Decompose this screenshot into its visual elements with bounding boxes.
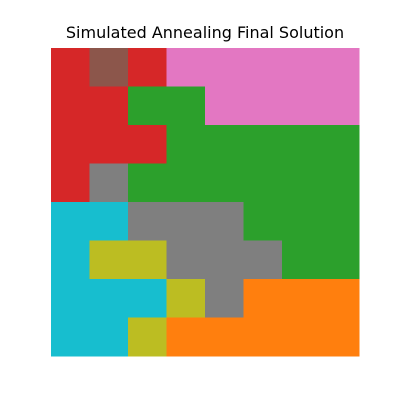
heatmap-cell-r2-c2: [128, 125, 167, 164]
heatmap-cell-r3-c2: [128, 163, 167, 203]
heatmap-cell-r0-c6: [282, 48, 321, 87]
heatmap-cell-r3-c0: [51, 163, 90, 203]
heatmap-cell-r0-c1: [89, 48, 129, 87]
heatmap-cell-r6-c1: [89, 279, 129, 318]
heatmap-cell-r5-c5: [243, 240, 283, 280]
heatmap-cell-r6-c0: [51, 279, 90, 318]
heatmap-cell-r0-c7: [320, 48, 360, 87]
heatmap-cell-r7-c5: [243, 317, 283, 357]
heatmap-cell-r1-c0: [51, 86, 90, 126]
heatmap-cell-r3-c6: [282, 163, 321, 203]
heatmap-cell-r6-c2: [128, 279, 167, 318]
heatmap-cell-r6-c7: [320, 279, 360, 318]
heatmap-cell-r2-c6: [282, 125, 321, 164]
heatmap-cell-r3-c7: [320, 163, 360, 203]
heatmap-cell-r3-c4: [205, 163, 244, 203]
heatmap-cell-r4-c3: [166, 202, 206, 241]
heatmap-cell-r7-c4: [205, 317, 244, 357]
heatmap-cell-r7-c7: [320, 317, 360, 357]
heatmap-cell-r2-c4: [205, 125, 244, 164]
heatmap-cell-r4-c4: [205, 202, 244, 241]
heatmap-cell-r4-c7: [320, 202, 360, 241]
heatmap-cell-r6-c5: [243, 279, 283, 318]
heatmap-cell-r3-c3: [166, 163, 206, 203]
heatmap-cell-r7-c3: [166, 317, 206, 357]
heatmap-cell-r5-c7: [320, 240, 360, 280]
heatmap-cell-r0-c5: [243, 48, 283, 87]
heatmap-cell-r0-c2: [128, 48, 167, 87]
heatmap-cell-r5-c6: [282, 240, 321, 280]
heatmap-cell-r1-c2: [128, 86, 167, 126]
heatmap-cell-r5-c4: [205, 240, 244, 280]
heatmap-cell-r7-c6: [282, 317, 321, 357]
heatmap-cell-r3-c5: [243, 163, 283, 203]
heatmap-cell-r5-c2: [128, 240, 167, 280]
heatmap-cell-r0-c0: [51, 48, 90, 87]
heatmap-cell-r1-c5: [243, 86, 283, 126]
heatmap-cell-r4-c1: [89, 202, 129, 241]
heatmap-cell-r1-c3: [166, 86, 206, 126]
heatmap-cell-r1-c4: [205, 86, 244, 126]
heatmap-cell-r4-c5: [243, 202, 283, 241]
heatmap-cell-r5-c1: [89, 240, 129, 280]
chart-title: Simulated Annealing Final Solution: [65, 23, 345, 42]
heatmap-cell-r0-c4: [205, 48, 244, 87]
heatmap-cell-r6-c3: [166, 279, 206, 318]
heatmap-cell-r7-c0: [51, 317, 90, 357]
heatmap-cell-r7-c2: [128, 317, 167, 357]
heatmap-cell-r2-c7: [320, 125, 360, 164]
heatmap-cell-r0-c3: [166, 48, 206, 87]
heatmap-cell-r2-c5: [243, 125, 283, 164]
heatmap-cell-r4-c6: [282, 202, 321, 241]
heatmap-cell-r1-c7: [320, 86, 360, 126]
heatmap-cell-r2-c3: [166, 125, 206, 164]
heatmap-cell-r7-c1: [89, 317, 129, 357]
heatmap-cell-r2-c1: [89, 125, 129, 164]
heatmap-cell-r6-c4: [205, 279, 244, 318]
heatmap-cell-r2-c0: [51, 125, 90, 164]
heatmap-cell-r3-c1: [89, 163, 129, 203]
heatmap-cell-r4-c0: [51, 202, 90, 241]
heatmap-cell-r1-c6: [282, 86, 321, 126]
heatmap-cell-r1-c1: [89, 86, 129, 126]
heatmap-cell-r5-c0: [51, 240, 90, 280]
heatmap-cell-r4-c2: [128, 202, 167, 241]
heatmap-cell-r5-c3: [166, 240, 206, 280]
heatmap-cell-r6-c6: [282, 279, 321, 318]
